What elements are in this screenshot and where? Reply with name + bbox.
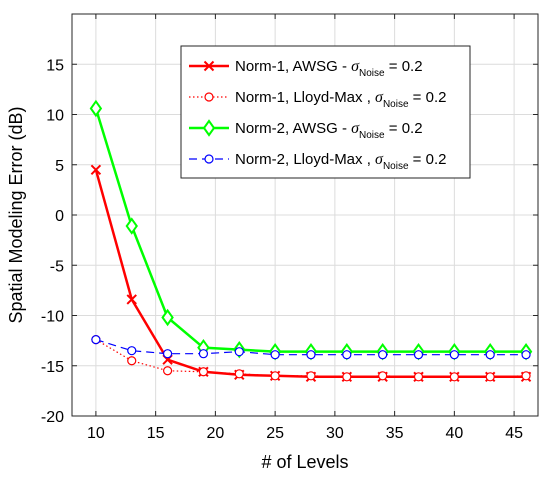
data-point (89, 99, 103, 118)
y-tick-label: 0 (55, 208, 64, 225)
legend-label: Norm-1, AWSG - σNoise = 0.2 (235, 58, 423, 79)
x-tick-label: 10 (87, 425, 105, 442)
data-point (378, 350, 388, 360)
data-point (306, 371, 316, 381)
data-point (270, 350, 280, 360)
legend-item-1: Norm-1, AWSG - σNoise = 0.2 (189, 58, 423, 79)
series-layer (89, 99, 533, 383)
data-point (126, 294, 137, 305)
data-point (270, 371, 280, 381)
x-tick-label: 35 (386, 425, 404, 442)
data-point (342, 350, 352, 360)
y-tick-label: 5 (55, 158, 64, 175)
x-tick-label: 20 (206, 425, 224, 442)
legend-marker (203, 60, 215, 72)
legend-label: Norm-2, Lloyd-Max , σNoise = 0.2 (235, 151, 446, 172)
data-point (449, 350, 459, 360)
data-point (521, 350, 531, 360)
legend-item-2: Norm-1, Lloyd-Max , σNoise = 0.2 (189, 89, 446, 110)
data-point (91, 335, 101, 345)
data-point (234, 369, 244, 379)
legend-marker (204, 154, 214, 164)
data-point (413, 372, 424, 382)
legend-label: Norm-2, AWSG - σNoise = 0.2 (235, 120, 423, 141)
y-tick-label: 15 (46, 57, 64, 74)
y-tick-label: -20 (41, 409, 64, 426)
legend-item-4: Norm-2, Lloyd-Max , σNoise = 0.2 (189, 151, 446, 172)
legend-box (180, 45, 471, 179)
x-tick-label: 45 (505, 425, 523, 442)
data-point (413, 350, 424, 360)
x-tick-label: 30 (326, 425, 344, 442)
legend-marker (204, 92, 214, 102)
data-point (161, 308, 174, 327)
data-point (198, 349, 209, 359)
x-tick-label: 15 (147, 425, 165, 442)
data-point (127, 346, 137, 356)
x-axis-title: # of Levels (261, 452, 348, 472)
data-point (485, 372, 495, 382)
data-point (521, 371, 531, 381)
data-point (127, 356, 137, 366)
legend: Norm-1, AWSG - σNoise = 0.2 Norm-1, Lloyd… (180, 45, 471, 179)
data-point (449, 372, 459, 382)
tick-layer: 10 15 20 25 30 35 40 45 -20 -15 -10 -5 0 5 10 15 (41, 14, 538, 442)
data-point (234, 347, 244, 357)
legend-item-3: Norm-2, AWSG - σNoise = 0.2 (189, 119, 423, 141)
data-point (342, 372, 352, 382)
y-axis-title: Spatial Modeling Error (dB) (6, 106, 26, 323)
data-point (198, 367, 209, 377)
y-tick-label: -10 (41, 309, 64, 326)
data-point (125, 217, 138, 235)
data-point (162, 366, 173, 376)
x-tick-label: 25 (266, 425, 284, 442)
data-point (306, 350, 316, 360)
data-point (485, 350, 495, 360)
data-point (162, 349, 173, 359)
legend-marker (202, 119, 216, 137)
legend-label: Norm-1, Lloyd-Max , σNoise = 0.2 (235, 89, 446, 110)
data-point (90, 164, 102, 175)
y-tick-label: -15 (41, 359, 64, 376)
series-4 (91, 335, 531, 360)
x-tick-label: 40 (445, 425, 463, 442)
data-point (378, 371, 388, 381)
y-tick-label: 10 (46, 108, 64, 125)
y-tick-label: -5 (50, 258, 64, 275)
